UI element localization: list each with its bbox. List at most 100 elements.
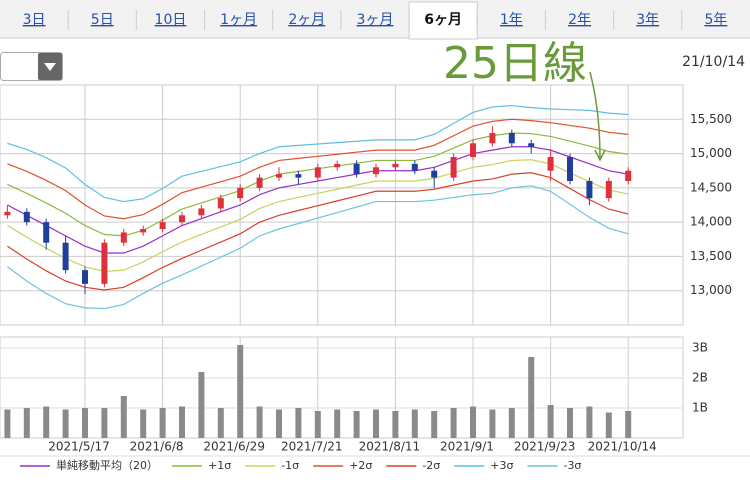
volume-bar: [411, 409, 418, 438]
volume-bar: [489, 409, 496, 438]
price-chart: 13,000 13,500 14,000 14,500 15,000 15,500: [0, 85, 732, 325]
candle-body: [528, 143, 535, 147]
tab[interactable]: 6ヶ月: [424, 12, 462, 28]
candle-body: [489, 133, 496, 144]
candle-body: [508, 133, 515, 144]
volume-bar: [62, 409, 69, 438]
legend-label: +2σ: [349, 459, 372, 472]
candle-body: [237, 187, 244, 199]
y-tick-label: 13,000: [690, 283, 732, 297]
tab[interactable]: 10日: [155, 12, 187, 28]
candle-body: [547, 157, 554, 171]
candle-body: [450, 157, 457, 178]
tab[interactable]: 3ヶ月: [357, 12, 394, 28]
volume-bar: [256, 406, 263, 438]
band-line: [7, 159, 629, 273]
volume-bar: [198, 372, 205, 438]
tabs: 3日 5日 10日 1ヶ月 2ヶ月 3ヶ月 6ヶ月 1年 2年 3年 5年: [23, 1, 727, 40]
volume-bar: [237, 345, 244, 438]
volume-bar: [179, 406, 185, 438]
volume-bar: [547, 405, 554, 438]
volume-chart: 2021/5/17 2021/6/8 2021/6/29 2021/7/21 2021/…: [0, 337, 708, 454]
tab[interactable]: 2年: [568, 12, 591, 28]
candle-body: [411, 163, 418, 171]
legend-label: +1σ: [208, 459, 231, 472]
band-line: [7, 104, 629, 203]
y-tick-label: 15,500: [690, 112, 732, 126]
candle-body: [120, 232, 127, 243]
legend-label: -2σ: [422, 459, 440, 472]
tab-bar: [0, 0, 750, 38]
tab[interactable]: 5日: [91, 12, 114, 28]
candle-body: [625, 170, 632, 181]
candle-body: [586, 181, 593, 199]
y-tick-label: 3B: [692, 341, 708, 355]
volume-bar: [605, 412, 612, 438]
candle-body: [159, 222, 166, 229]
tab[interactable]: 1年: [500, 12, 523, 28]
tab[interactable]: 1ヶ月: [220, 12, 257, 28]
legend-label: +3σ: [490, 459, 513, 472]
candle-body: [101, 242, 108, 284]
x-tick-label: 2021/9/1: [440, 440, 494, 454]
x-tick-label: 2021/9/23: [514, 440, 576, 454]
volume-bar: [295, 408, 302, 438]
candle-body: [43, 222, 50, 243]
volume-bar: [373, 409, 379, 438]
tab[interactable]: 3日: [23, 12, 46, 28]
candle-body: [373, 167, 379, 175]
band-line: [7, 172, 629, 291]
candle-body: [82, 270, 88, 284]
volume-bar: [23, 408, 30, 438]
annotation: 25日線: [443, 38, 587, 89]
candle-body: [217, 198, 224, 209]
candle-body: [431, 170, 438, 178]
tab[interactable]: 2ヶ月: [288, 12, 325, 28]
y-tick-label: 14,500: [690, 180, 732, 194]
legend: 単純移動平均（20） +1σ -1σ +2σ -2σ +3σ -3σ: [20, 458, 581, 472]
date: 21/10/14: [682, 54, 745, 70]
x-tick-label: 2021/6/29: [203, 440, 265, 454]
candle-body: [605, 181, 612, 199]
y-tick-label: 13,500: [690, 249, 732, 263]
tab[interactable]: 3年: [636, 12, 659, 28]
x-tick-label: 2021/6/8: [130, 440, 184, 454]
y-tick-label: 14,000: [690, 215, 732, 229]
candle-body: [23, 211, 30, 223]
price-plot: [0, 84, 684, 326]
volume-bar: [159, 408, 166, 438]
x-tick-label: 2021/8/11: [359, 440, 421, 454]
candle-body: [276, 174, 282, 178]
annotation-arrowhead: [594, 149, 606, 162]
volume-bar: [625, 411, 632, 438]
y-tick-label: 2B: [692, 371, 708, 385]
volume-bar: [140, 409, 147, 438]
candle-body: [179, 215, 185, 223]
volume-bar: [567, 408, 573, 438]
candle-body: [314, 167, 321, 178]
volume-bar: [43, 406, 50, 438]
annotation-arrow: [589, 71, 601, 159]
dropdown-arrow: [44, 63, 56, 71]
y-tick-label: 15,000: [690, 146, 732, 160]
candle-body: [334, 163, 341, 168]
x-tick-label: 2021/10/14: [588, 440, 657, 454]
volume-bar: [82, 408, 88, 438]
volume-bar: [431, 411, 438, 438]
band-line: [7, 118, 629, 220]
volume-bar: [450, 408, 457, 438]
volume-bar: [470, 406, 476, 438]
candle-body: [140, 229, 147, 233]
tab[interactable]: 5年: [704, 12, 727, 28]
x-tick-label: 2021/5/17: [48, 440, 110, 454]
y-tick-label: 1B: [692, 401, 708, 415]
candle-body: [198, 208, 205, 216]
volume-bar: [217, 408, 224, 438]
volume-bar: [4, 409, 11, 438]
volume-bar: [334, 409, 341, 438]
volume-bar: [353, 411, 360, 438]
candle-body: [353, 163, 360, 175]
candle-body: [567, 157, 573, 181]
candle-body: [392, 163, 399, 168]
